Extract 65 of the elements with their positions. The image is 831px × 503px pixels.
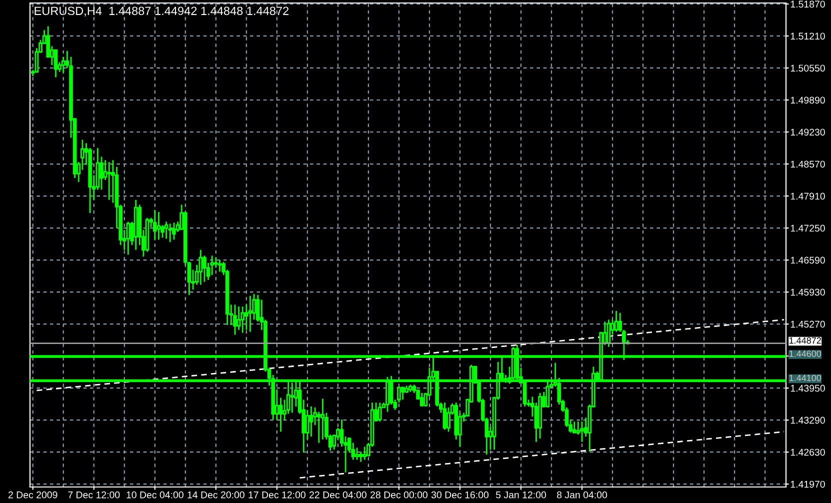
candlestick xyxy=(362,446,367,461)
candlestick xyxy=(198,249,203,286)
candlestick xyxy=(210,254,214,276)
candlestick xyxy=(240,306,245,334)
candlestick xyxy=(572,420,576,434)
candlestick xyxy=(306,409,310,440)
candlestick xyxy=(233,304,237,336)
x-tick-label: 2 Dec 2009 xyxy=(8,491,58,498)
candlestick xyxy=(378,402,382,422)
y-tick-label: 1.51210 xyxy=(790,32,825,40)
candlestick xyxy=(278,397,283,432)
candlestick xyxy=(156,211,161,240)
candlestick xyxy=(355,447,359,461)
y-tick-label: 1.48570 xyxy=(790,160,825,168)
candlestick xyxy=(100,156,104,190)
x-tick-label: 7 Dec 12:00 xyxy=(68,491,120,498)
ref-line-label: 1.44600 xyxy=(789,350,822,357)
candlestick xyxy=(316,411,321,444)
candlestick xyxy=(218,259,222,272)
ref-line-label: 1.44872 xyxy=(789,337,821,344)
candlestick xyxy=(400,386,405,400)
y-tick-label: 1.45270 xyxy=(790,320,825,328)
candlestick xyxy=(202,254,206,283)
candlestick xyxy=(126,221,130,256)
candlestick xyxy=(442,402,447,430)
candlestick xyxy=(214,256,218,268)
candlestick xyxy=(420,392,424,408)
x-tick-label: 5 Jan 12:00 xyxy=(496,491,546,498)
x-tick-label: 30 Dec 16:00 xyxy=(431,491,488,498)
y-tick-label: 1.47910 xyxy=(790,192,825,200)
candlestick xyxy=(61,56,66,74)
candlestick xyxy=(236,306,241,331)
y-tick-label: 1.49230 xyxy=(790,128,825,136)
candlestick xyxy=(80,139,84,171)
x-tick-label: 28 Dec 00:00 xyxy=(370,491,428,498)
candlestick xyxy=(309,406,314,438)
candlestick xyxy=(54,49,58,78)
candlestick xyxy=(614,310,618,333)
candlestick xyxy=(580,420,584,443)
y-tick-label: 1.42630 xyxy=(790,448,825,456)
chart-title: EURUSD,H4 1.44887 1.44942 1.44848 1.44872 xyxy=(34,6,289,16)
y-tick-label: 1.43950 xyxy=(790,384,825,392)
y-tick-label: 1.41970 xyxy=(790,480,825,488)
y-tick-label: 1.50550 xyxy=(790,64,825,72)
x-tick-label: 10 Dec 04:00 xyxy=(126,491,184,498)
candlestick xyxy=(320,398,325,440)
x-tick-label: 22 Dec 04:00 xyxy=(310,491,366,498)
y-tick-label: 1.43290 xyxy=(790,416,825,424)
y-tick-label: 1.51870 xyxy=(790,0,825,8)
candlestick xyxy=(172,222,176,240)
candlestick xyxy=(152,209,157,240)
candlestick xyxy=(107,161,112,201)
x-tick-label: 8 Jan 04:00 xyxy=(557,491,608,498)
y-tick-label: 1.46590 xyxy=(790,256,825,264)
candlestick xyxy=(446,406,450,432)
x-tick-label: 17 Dec 12:00 xyxy=(248,491,306,498)
candlestick xyxy=(248,295,252,333)
ref-line-label: 1.44100 xyxy=(789,374,822,382)
y-tick-label: 1.47250 xyxy=(790,224,825,232)
y-tick-label: 1.49890 xyxy=(790,96,825,104)
candlestick xyxy=(164,221,168,240)
candlestick xyxy=(358,450,363,462)
x-tick-label: 14 Dec 20:00 xyxy=(188,491,244,498)
y-tick-label: 1.45930 xyxy=(790,288,825,296)
candlestick xyxy=(168,222,172,243)
